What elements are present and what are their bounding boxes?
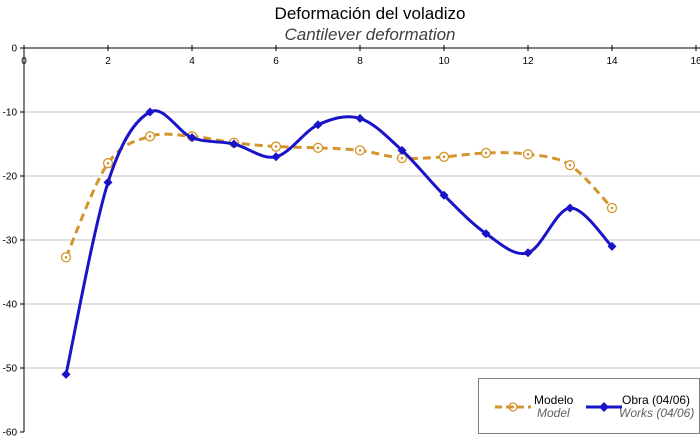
series-1-point-3	[187, 133, 197, 143]
series-1-point-8	[397, 145, 407, 155]
legend-sublabel-obra: Works (04/06)	[619, 406, 695, 420]
x-tick-label-5: 10	[438, 56, 450, 67]
series-1-point-12	[565, 203, 575, 213]
x-tick-label-1: 2	[105, 56, 111, 67]
legend-sublabel-modelo: Model	[537, 406, 570, 420]
x-tick-label-8: 16	[690, 56, 700, 67]
y-tick-label-6: -60	[3, 428, 18, 436]
series-1-point-13	[607, 241, 617, 251]
series-1-point-2	[145, 107, 155, 117]
series-0-point-dot-12	[568, 163, 572, 167]
series-0-point-dot-7	[358, 149, 362, 152]
series-1-point-11	[523, 248, 533, 258]
legend-swatch-obra	[586, 402, 622, 412]
series-0-point-dot-13	[610, 206, 614, 210]
series-1-point-0	[61, 369, 71, 379]
series-0-point-dot-9	[442, 155, 446, 159]
x-tick-label-3: 6	[273, 56, 279, 67]
series-0-point-dot-10	[484, 151, 488, 155]
series-1-point-10	[481, 229, 491, 239]
legend-label-modelo: Modelo	[534, 393, 574, 407]
y-tick-label-0: 0	[11, 44, 17, 55]
y-tick-label-4: -40	[3, 300, 18, 311]
chart-subtitle: Cantilever deformation	[284, 25, 456, 44]
series-0-point-dot-11	[526, 152, 530, 156]
chart-title: Deformación del voladizo	[274, 4, 466, 23]
x-tick-label-0: 0	[21, 56, 27, 67]
x-tick-label-4: 8	[357, 56, 363, 67]
legend-label-obra: Obra (04/06)	[622, 393, 691, 407]
series-0-point-dot-0	[64, 255, 68, 259]
series-1-point-9	[439, 190, 449, 200]
series-0-point-dot-8	[400, 156, 404, 160]
x-tick-label-2: 4	[189, 56, 195, 67]
y-tick-label-2: -20	[3, 172, 18, 183]
x-tick-label-6: 12	[522, 56, 534, 67]
series-0-point-dot-6	[316, 146, 320, 150]
legend-item-obra: Obra (04/06) Works (04/06)	[584, 379, 700, 435]
legend-swatch-modelo	[495, 402, 531, 412]
series-0-point-dot-1	[106, 161, 110, 165]
series-0-point-dot-5	[274, 145, 278, 148]
y-tick-label-1: -10	[3, 108, 18, 119]
series-1-point-1	[103, 177, 113, 187]
y-tick-label-3: -30	[3, 236, 18, 247]
series-0-point-dot-2	[148, 135, 152, 138]
series-1-point-6	[313, 120, 323, 130]
legend-item-modelo: Modelo Model	[479, 379, 584, 435]
series-1-point-4	[229, 139, 239, 149]
y-tick-label-5: -50	[3, 364, 18, 375]
series-1-point-7	[355, 113, 365, 123]
x-tick-label-7: 14	[606, 56, 618, 67]
legend: Modelo Model Obra (04/06) Works (04/06)	[478, 378, 700, 434]
series-1-point-5	[271, 152, 281, 162]
